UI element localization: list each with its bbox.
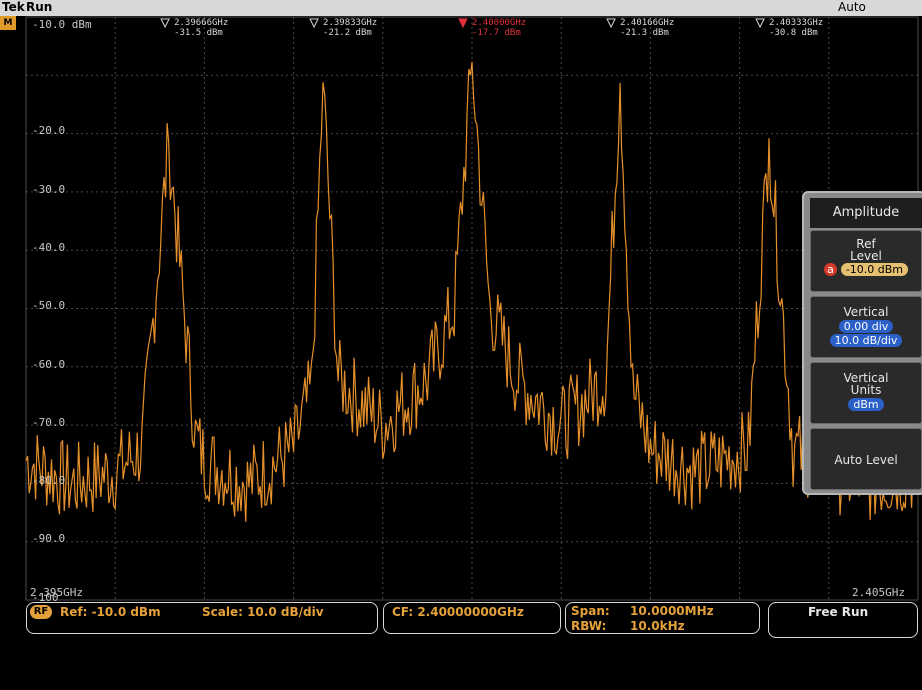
delta-marker-icon [160, 18, 170, 29]
acquisition-state: Run [26, 0, 53, 14]
marker-readout: 2.39666GHz -31.5 dBm [164, 18, 228, 38]
auto-level-button[interactable]: Auto Level [810, 428, 922, 490]
rbw-label: RBW: [571, 619, 607, 633]
scale-readout: Scale: 10.0 dB/div [202, 605, 324, 619]
vertical-units-button[interactable]: Vertical Units dBm [810, 362, 922, 424]
ref-level-label-1: Ref [856, 237, 876, 251]
vertical-scale: 10.0 dB/div [829, 334, 903, 347]
y-axis-label: -30.0 [32, 182, 66, 196]
y-axis-label: -60.0 [32, 357, 66, 371]
rbw-value: 10.0kHz [630, 619, 685, 633]
channel-badge: M [0, 16, 16, 30]
vertical-units-value: dBm [848, 398, 884, 411]
marker-readout: 2.40000GHz -17.7 dBm [462, 18, 526, 38]
marker-frequency: 2.40333GHz [769, 18, 824, 28]
start-frequency: 2.395GHz [30, 586, 83, 599]
marker-readout: 2.39833GHz -21.2 dBm [313, 18, 377, 38]
center-frequency-readout: CF: 2.40000000GHz [392, 605, 524, 619]
y-axis-label: -70.0 [32, 415, 66, 429]
ref-level-value: -10.0 dBm [840, 263, 909, 276]
ref-level-button[interactable]: Ref Level a -10.0 dBm [810, 230, 922, 292]
marker-frequency: 2.40166GHz [620, 18, 675, 28]
ref-scale-readout[interactable] [26, 602, 378, 634]
delta-marker-icon [755, 18, 765, 29]
auto-level-label: Auto Level [834, 453, 898, 467]
center-frequency-box[interactable] [383, 602, 561, 634]
marker-level: -21.3 dBm [620, 28, 669, 38]
marker-readout: 2.40166GHz -21.3 dBm [610, 18, 674, 38]
marker-readout: 2.40333GHz -30.8 dBm [759, 18, 823, 38]
y-axis-label: -100 [32, 590, 59, 604]
spectrum-trace [25, 61, 919, 522]
marker-frequency: 2.39666GHz [174, 18, 229, 28]
span-label: Span: [571, 604, 610, 618]
title-bar [0, 0, 922, 16]
y-axis-label: -10.0 dBm [32, 18, 92, 31]
run-mode-box[interactable] [768, 602, 918, 638]
vertical-position: 0.00 div [838, 320, 894, 333]
vertical-units-label-1: Vertical [843, 371, 889, 385]
span-value: 10.0000MHz [630, 604, 714, 618]
span-rbw-box[interactable] [565, 602, 760, 634]
marker-frequency: 2.40000GHz [472, 18, 527, 28]
rf-badge: RF [30, 605, 52, 619]
stop-frequency: 2.405GHz [852, 586, 905, 599]
ref-level-label-2: Level [850, 249, 882, 263]
vertical-button[interactable]: Vertical 0.00 div 10.0 dB/div [810, 296, 922, 358]
tek-logo: Tek [2, 0, 25, 14]
graticule-grid [25, 16, 919, 601]
vertical-label: Vertical [843, 305, 889, 319]
marker-level: -17.7 dBm [472, 28, 521, 38]
delta-marker-icon [309, 18, 319, 29]
run-mode-readout: Free Run [808, 605, 869, 619]
y-axis-label: -20.0 [32, 124, 66, 138]
y-axis-label: -90.0 [32, 532, 66, 546]
marker-level: -21.2 dBm [323, 28, 372, 38]
marker-level: -30.8 dBm [769, 28, 818, 38]
ref-level-knob-badge: a [823, 263, 837, 276]
menu-title: Amplitude [810, 198, 922, 228]
marker-indicators [160, 18, 765, 29]
marker-frequency: 2.39833GHz [323, 18, 378, 28]
y-axis-label: -80.0 [32, 474, 66, 488]
trigger-mode: Auto [838, 0, 866, 14]
delta-marker-icon [606, 18, 616, 29]
marker-level: -31.5 dBm [174, 28, 223, 38]
y-axis-label: -50.0 [32, 299, 66, 313]
ref-level-readout: Ref: -10.0 dBm [60, 605, 161, 619]
vertical-units-label-2: Units [850, 383, 882, 397]
y-axis-label: -40.0 [32, 240, 66, 254]
reference-marker-icon [458, 18, 468, 29]
